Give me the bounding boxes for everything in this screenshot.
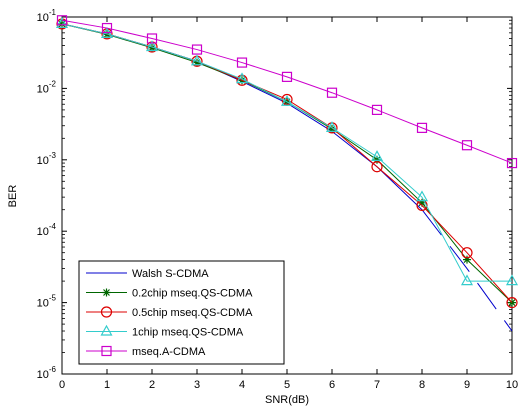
data-point <box>236 74 248 86</box>
data-point <box>148 43 156 52</box>
y-tick-label: 10-1 <box>37 8 57 24</box>
data-point <box>505 274 519 286</box>
series-line <box>61 19 513 164</box>
y-axis-label: BER <box>7 185 19 208</box>
data-point <box>326 87 338 98</box>
data-point <box>281 71 293 82</box>
data-point <box>371 161 383 173</box>
data-point <box>193 58 201 67</box>
data-point <box>371 104 383 115</box>
y-tick-label: 10-6 <box>37 365 57 381</box>
series-3 <box>55 17 519 286</box>
x-tick-label: 8 <box>419 379 425 391</box>
y-tick-exponent: -3 <box>49 151 57 160</box>
x-tick-label: 1 <box>104 379 110 391</box>
data-point <box>280 95 294 106</box>
legend-marker <box>100 324 113 336</box>
legend-marker <box>102 288 111 297</box>
data-point <box>103 30 111 39</box>
data-point <box>506 297 518 309</box>
y-tick-base: 10 <box>37 226 49 238</box>
legend-entry-label: Walsh S-CDMA <box>132 268 209 280</box>
x-tick-label: 4 <box>239 379 245 391</box>
legend-entry-label: mseq.A-CDMA <box>132 346 206 358</box>
data-point <box>418 198 426 207</box>
y-tick-exponent: -5 <box>49 294 57 303</box>
legend: Walsh S-CDMA 0.2chip mseq.QS-CDMA 0.5chip … <box>78 260 285 365</box>
data-point <box>55 17 69 29</box>
y-tick-label: 10-2 <box>37 79 57 95</box>
series-line-tail <box>421 209 513 332</box>
x-axis-label: SNR(dB) <box>265 394 309 406</box>
data-point <box>416 122 428 133</box>
data-point <box>236 57 248 68</box>
data-point <box>460 274 474 286</box>
y-tick-exponent: -6 <box>49 365 57 374</box>
legend-marker <box>100 306 113 318</box>
data-point <box>461 140 473 151</box>
x-tick-label: 3 <box>194 379 200 391</box>
data-point <box>461 247 473 259</box>
legend-entry-label: 0.5chip mseq.QS-CDMA <box>132 307 253 319</box>
series-4 <box>56 15 518 169</box>
data-point <box>145 40 159 52</box>
data-point <box>56 15 68 26</box>
y-tick-base: 10 <box>37 83 49 95</box>
series-layer <box>55 15 519 332</box>
data-point <box>235 72 249 84</box>
series-line <box>61 23 512 282</box>
y-tick-exponent: -4 <box>49 222 57 231</box>
data-point <box>101 22 113 34</box>
x-tick-label: 0 <box>59 379 65 391</box>
x-tick-label: 9 <box>464 379 470 391</box>
y-tick-base: 10 <box>37 369 49 381</box>
data-point <box>146 33 158 44</box>
x-tick-label: 5 <box>284 379 290 391</box>
x-axis-ticks: 0 1 2 3 4 5 6 7 8 9 10 <box>59 17 518 391</box>
legend-entry-label: 0.2chip mseq.QS-CDMA <box>132 288 253 300</box>
y-tick-base: 10 <box>37 155 49 167</box>
data-point <box>463 255 471 264</box>
y-tick-label: 10-5 <box>37 294 57 310</box>
legend-marker <box>101 345 112 357</box>
data-point <box>191 44 203 55</box>
data-point <box>328 125 336 134</box>
y-tick-exponent: -2 <box>49 79 57 88</box>
data-point <box>190 54 204 66</box>
legend-entry-label: 1chip mseq.QS-CDMA <box>132 327 244 339</box>
y-tick-exponent: -1 <box>49 8 57 17</box>
y-tick-base: 10 <box>37 12 49 24</box>
data-point <box>415 190 429 202</box>
y-tick-label: 10-4 <box>37 222 57 238</box>
x-tick-label: 7 <box>374 379 380 391</box>
x-tick-label: 6 <box>329 379 335 391</box>
y-axis-ticks: 10-110-210-310-410-510-6 <box>37 8 512 381</box>
x-tick-label: 2 <box>149 379 155 391</box>
data-point <box>370 150 384 161</box>
data-point <box>325 121 339 132</box>
y-tick-label: 10-3 <box>37 151 57 167</box>
data-point <box>506 157 518 169</box>
y-tick-base: 10 <box>37 298 49 310</box>
x-tick-label: 10 <box>506 379 518 391</box>
